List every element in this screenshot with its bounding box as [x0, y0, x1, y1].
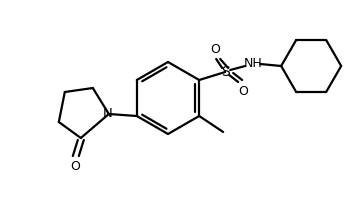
Text: O: O — [238, 85, 248, 97]
Text: O: O — [210, 43, 220, 55]
Text: N: N — [103, 107, 113, 120]
Text: O: O — [70, 160, 80, 172]
Text: NH: NH — [244, 56, 262, 69]
Text: S: S — [221, 65, 230, 79]
